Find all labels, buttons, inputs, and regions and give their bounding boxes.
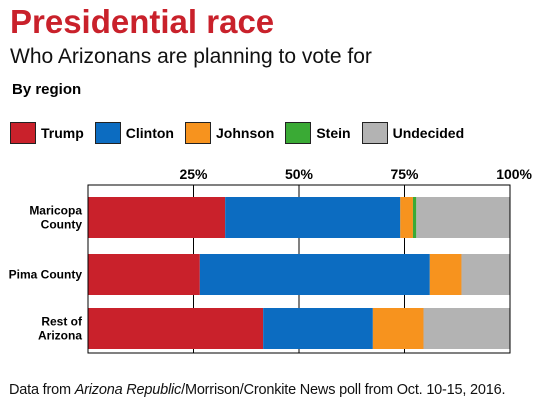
legend-swatch-stein — [285, 122, 312, 144]
category-label-pima-county: Pima County — [9, 268, 83, 282]
category-label-line: Maricopa — [29, 204, 82, 218]
bar-maricopa-county-trump — [88, 197, 226, 238]
legend-swatch-clinton — [94, 122, 121, 144]
category-label-rest-of-arizona: Rest of Arizona — [38, 315, 83, 343]
category-label-line: Pima County — [9, 268, 83, 282]
category-label-maricopa-county: Maricopa County — [29, 204, 82, 232]
legend-label-stein: Stein — [316, 125, 351, 141]
bar-rest-of-arizona-clinton — [263, 308, 373, 349]
legend-item-undecided: Undecided — [361, 122, 465, 144]
legend-item-clinton: Clinton — [94, 122, 174, 144]
bar-maricopa-county-clinton — [225, 197, 401, 238]
bar-rest-of-arizona-undecided — [423, 308, 510, 349]
legend-item-johnson: Johnson — [185, 122, 274, 144]
legend-label-trump: Trump — [41, 125, 84, 141]
bar-rest-of-arizona-trump — [88, 308, 264, 349]
bar-pima-county-clinton — [199, 254, 430, 295]
bar-maricopa-county-johnson — [400, 197, 413, 238]
legend-label-clinton: Clinton — [125, 125, 174, 141]
legend-item-stein: Stein — [285, 122, 351, 144]
category-label-line: Arizona — [38, 329, 82, 343]
bar-maricopa-county-undecided — [416, 197, 510, 238]
chart-subtitle: Who Arizonans are planning to vote for — [10, 45, 372, 68]
plot-frame — [87, 184, 511, 354]
source-note-publication: Arizona Republic — [74, 382, 182, 398]
x-tick-label-25: 25% — [179, 166, 208, 182]
source-note: Data from Arizona Republic/Morrison/Cron… — [9, 381, 506, 399]
bar-rest-of-arizona-johnson — [372, 308, 424, 349]
bar-pima-county-undecided — [461, 254, 510, 295]
section-label: By region — [12, 81, 82, 98]
legend-swatch-johnson — [185, 122, 211, 144]
legend-swatch-trump — [10, 122, 36, 144]
bar-pima-county-johnson — [429, 254, 462, 295]
category-label-line: County — [41, 218, 83, 232]
stacked-bar-chart: 25% 50% 75% 100% Maricopa County Pima County Re… — [9, 166, 533, 354]
source-note-suffix: /Morrison/Cronkite News poll from Oct. 1… — [181, 382, 506, 398]
legend-label-undecided: Undecided — [392, 125, 465, 141]
x-tick-label-100: 100% — [496, 166, 532, 182]
category-label-line: Rest of — [41, 315, 83, 329]
bar-maricopa-county-stein — [412, 197, 417, 238]
legend: Trump Clinton Johnson Stein Undecided — [10, 122, 475, 144]
x-tick-label-75: 75% — [390, 166, 419, 182]
x-tick-label-50: 50% — [285, 166, 314, 182]
legend-label-johnson: Johnson — [216, 125, 275, 141]
source-note-prefix: Data from — [9, 382, 75, 398]
chart-title: Presidential race — [10, 3, 275, 40]
bar-pima-county-trump — [88, 254, 200, 295]
legend-item-trump: Trump — [10, 122, 84, 144]
legend-swatch-undecided — [361, 122, 388, 144]
